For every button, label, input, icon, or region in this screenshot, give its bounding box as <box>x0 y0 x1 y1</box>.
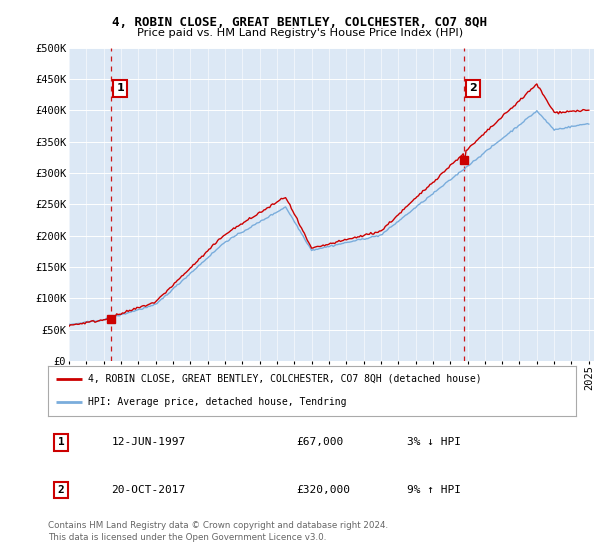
Text: 4, ROBIN CLOSE, GREAT BENTLEY, COLCHESTER, CO7 8QH: 4, ROBIN CLOSE, GREAT BENTLEY, COLCHESTE… <box>113 16 487 29</box>
Text: This data is licensed under the Open Government Licence v3.0.: This data is licensed under the Open Gov… <box>48 533 326 542</box>
Text: 2: 2 <box>58 485 65 495</box>
Text: HPI: Average price, detached house, Tendring: HPI: Average price, detached house, Tend… <box>88 396 346 407</box>
Text: £67,000: £67,000 <box>296 437 343 447</box>
Text: 12-JUN-1997: 12-JUN-1997 <box>112 437 185 447</box>
Text: 1: 1 <box>58 437 65 447</box>
Text: 9% ↑ HPI: 9% ↑ HPI <box>407 485 461 495</box>
Text: 2: 2 <box>469 83 476 94</box>
Text: Contains HM Land Registry data © Crown copyright and database right 2024.: Contains HM Land Registry data © Crown c… <box>48 521 388 530</box>
Text: 1: 1 <box>116 83 124 94</box>
Text: 4, ROBIN CLOSE, GREAT BENTLEY, COLCHESTER, CO7 8QH (detached house): 4, ROBIN CLOSE, GREAT BENTLEY, COLCHESTE… <box>88 374 481 384</box>
Text: £320,000: £320,000 <box>296 485 350 495</box>
Text: 3% ↓ HPI: 3% ↓ HPI <box>407 437 461 447</box>
Text: Price paid vs. HM Land Registry's House Price Index (HPI): Price paid vs. HM Land Registry's House … <box>137 28 463 38</box>
Text: 20-OCT-2017: 20-OCT-2017 <box>112 485 185 495</box>
